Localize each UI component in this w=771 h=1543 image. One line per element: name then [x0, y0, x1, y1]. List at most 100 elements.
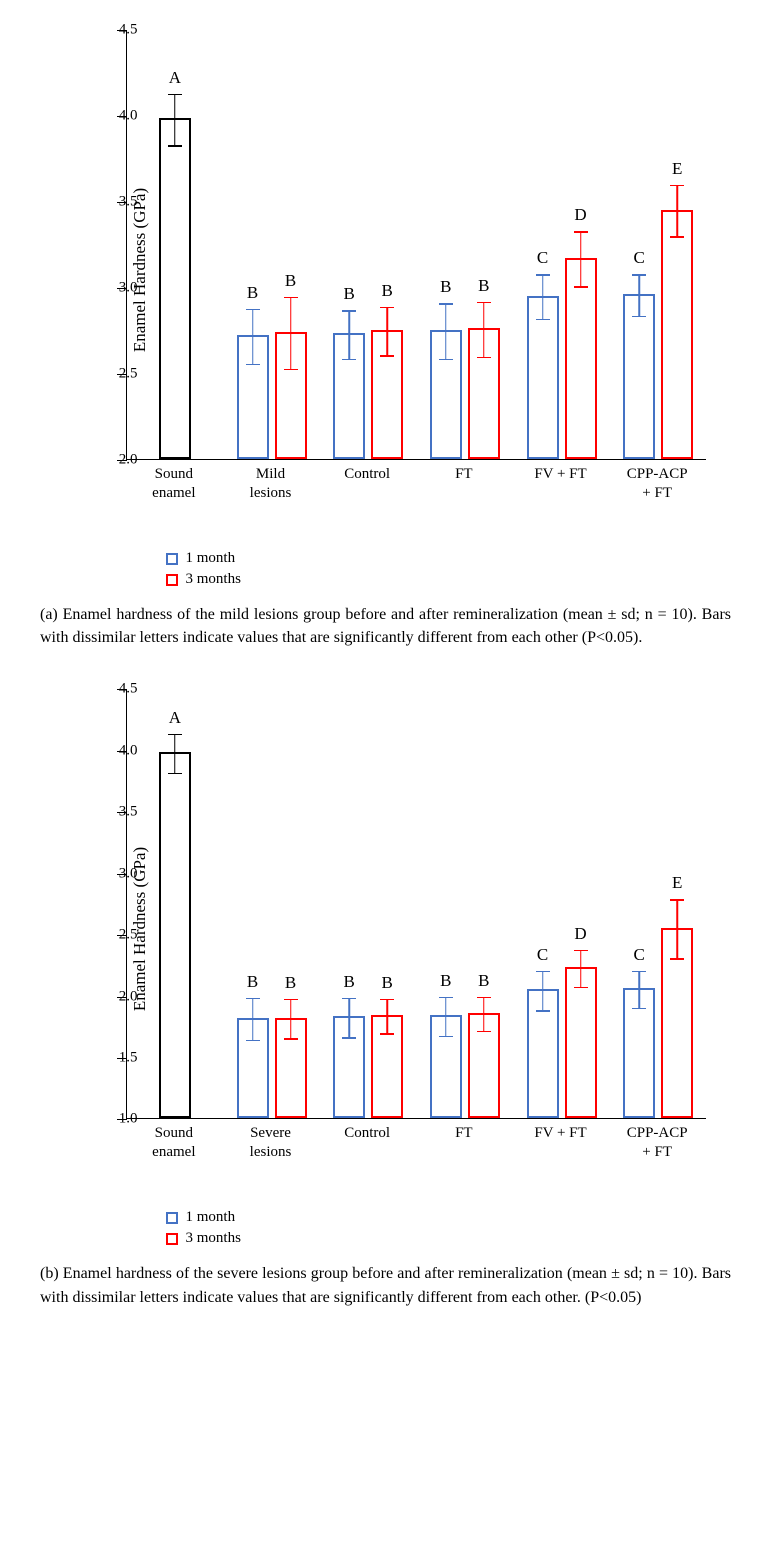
error-cap	[380, 307, 394, 309]
chart-a-area: Enamel Hardness (GPa) ABBBBBBCDCE 2.02.5…	[46, 20, 726, 520]
chart-b-plot: ABBBBBBCDCE	[126, 689, 706, 1119]
error-cap	[168, 145, 182, 147]
ytick-label: 3.0	[119, 280, 138, 297]
error-bar	[445, 303, 447, 358]
legend-swatch-blue	[166, 1212, 178, 1224]
error-cap	[574, 286, 588, 288]
error-cap	[246, 998, 260, 1000]
legend-swatch-red	[166, 574, 178, 586]
significance-letter: B	[478, 971, 489, 991]
error-cap	[284, 369, 298, 371]
significance-letter: B	[343, 284, 354, 304]
error-cap	[342, 998, 356, 1000]
legend-item-1month: 1 month	[166, 1209, 726, 1226]
error-bar	[174, 94, 176, 146]
ytick-label: 1.5	[119, 1049, 138, 1066]
significance-letter: C	[537, 945, 548, 965]
ytick-label: 3.5	[119, 804, 138, 821]
error-cap	[632, 1008, 646, 1010]
error-cap	[342, 359, 356, 361]
ytick-label: 4.5	[119, 22, 138, 39]
ytick-label: 1.0	[119, 1111, 138, 1128]
error-bar	[483, 997, 485, 1031]
xtick-label: Severe lesions	[250, 1124, 292, 1162]
error-cap	[380, 1033, 394, 1035]
ytick-label: 4.0	[119, 108, 138, 125]
significance-letter: B	[478, 276, 489, 296]
legend-swatch-red	[166, 1233, 178, 1245]
error-bar	[542, 274, 544, 319]
ytick-label: 4.5	[119, 681, 138, 698]
chart-b-legend: 1 month 3 months	[166, 1209, 726, 1247]
error-cap	[168, 773, 182, 775]
significance-letter: B	[381, 973, 392, 993]
significance-letter: C	[633, 945, 644, 965]
error-cap	[536, 319, 550, 321]
error-bar	[638, 274, 640, 315]
error-bar	[290, 297, 292, 369]
xtick-label: Sound enamel	[152, 465, 195, 503]
xtick-label: Control	[344, 1124, 390, 1143]
significance-letter: C	[537, 248, 548, 268]
chart-b-container: Enamel Hardness (GPa) ABBBBBBCDCE 1.01.5…	[46, 679, 726, 1247]
error-cap	[284, 1038, 298, 1040]
error-bar	[348, 310, 350, 358]
error-cap	[670, 236, 684, 238]
error-cap	[342, 310, 356, 312]
error-cap	[670, 185, 684, 187]
ytick-label: 2.5	[119, 927, 138, 944]
significance-letter: A	[169, 708, 181, 728]
error-cap	[380, 999, 394, 1001]
error-cap	[670, 958, 684, 960]
error-cap	[477, 1031, 491, 1033]
error-bar	[348, 998, 350, 1037]
significance-letter: C	[633, 248, 644, 268]
error-cap	[246, 364, 260, 366]
error-cap	[246, 1040, 260, 1042]
ytick-label: 2.5	[119, 366, 138, 383]
legend-item-3months: 3 months	[166, 1230, 726, 1247]
legend-item-1month: 1 month	[166, 550, 726, 567]
significance-letter: B	[381, 281, 392, 301]
error-cap	[246, 309, 260, 311]
legend-label-3months: 3 months	[186, 571, 241, 588]
bar	[159, 752, 191, 1118]
xtick-label: Control	[344, 465, 390, 484]
significance-letter: D	[574, 205, 586, 225]
ytick-label: 2.0	[119, 452, 138, 469]
error-cap	[168, 94, 182, 96]
xtick-label: CPP-ACP + FT	[627, 1124, 688, 1162]
chart-a-container: Enamel Hardness (GPa) ABBBBBBCDCE 2.02.5…	[46, 20, 726, 588]
error-cap	[574, 950, 588, 952]
error-cap	[439, 303, 453, 305]
error-cap	[670, 899, 684, 901]
error-bar	[174, 734, 176, 773]
significance-letter: A	[169, 68, 181, 88]
ytick-label: 3.5	[119, 194, 138, 211]
error-cap	[574, 231, 588, 233]
xtick-label: FT	[455, 465, 473, 484]
error-bar	[580, 231, 582, 286]
error-bar	[676, 899, 678, 958]
error-cap	[439, 1036, 453, 1038]
xtick-label: Sound enamel	[152, 1124, 195, 1162]
ytick-label: 2.0	[119, 988, 138, 1005]
bar	[159, 118, 191, 459]
error-cap	[632, 971, 646, 973]
xtick-label: FV + FT	[534, 1124, 586, 1143]
error-cap	[284, 297, 298, 299]
bar	[623, 294, 655, 459]
ytick-label: 4.0	[119, 742, 138, 759]
significance-letter: B	[440, 277, 451, 297]
xtick-label: FT	[455, 1124, 473, 1143]
error-cap	[536, 1010, 550, 1012]
error-bar	[252, 998, 254, 1040]
error-bar	[252, 309, 254, 364]
significance-letter: B	[285, 271, 296, 291]
chart-b-caption: (b) Enamel hardness of the severe lesion…	[40, 1262, 731, 1308]
error-bar	[445, 997, 447, 1036]
error-cap	[574, 987, 588, 989]
legend-label-1month: 1 month	[186, 550, 236, 567]
bar	[661, 210, 693, 459]
legend-label-1month: 1 month	[186, 1209, 236, 1226]
